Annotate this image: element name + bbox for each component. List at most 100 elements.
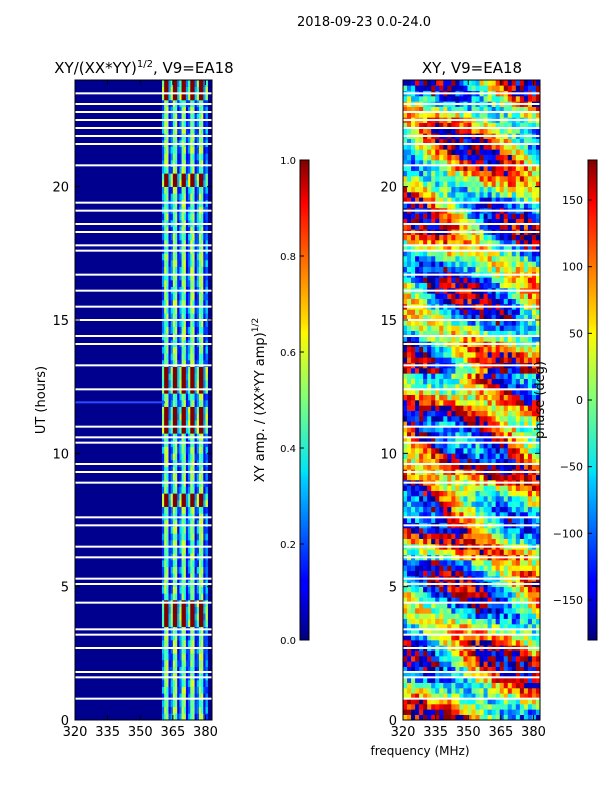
left-heatmap-cell [203,326,206,334]
right-heatmap-cell [447,688,452,694]
left-heatmap-cell [198,620,202,627]
right-heatmap-cell [467,624,472,630]
right-heatmap-cell [427,314,432,321]
left-heatmap-cell [183,126,187,134]
left-heatmap-cell [179,653,182,661]
left-heatmap-cell [172,306,176,314]
right-heatmap-cell [487,538,492,545]
right-heatmap-cell [491,714,496,720]
left-heatmap-cell [192,633,195,641]
left-heatmap-cell [179,380,182,387]
left-heatmap-cell [183,446,187,454]
left-heatmap-cell [164,300,167,307]
right-heatmap-cell [447,346,452,353]
left-heatmap-cell [185,620,189,627]
right-heatmap-cell [463,512,468,518]
right-heatmap-cell [455,490,460,497]
right-heatmap-cell [471,437,476,443]
right-heatmap-cell [423,400,428,406]
left-heatmap-cell [196,273,200,281]
right-heatmap-cell [507,357,513,363]
right-heatmap-cell [439,602,444,609]
right-heatmap-cell [463,352,468,358]
right-heatmap-cell [415,560,420,566]
left-heatmap-cell [172,253,176,261]
right-heatmap-cell [423,698,428,705]
left-heatmap-cell [181,346,185,354]
right-heatmap-cell [471,629,476,635]
left-heatmap-cell [201,540,204,547]
right-heatmap-cell [439,517,444,523]
right-heatmap-cell [511,346,517,353]
left-heatmap-cell [175,166,178,174]
left-heatmap-cell [161,393,165,401]
right-heatmap-cell [527,277,533,283]
left-heatmap-cell [192,120,195,127]
right-heatmap-cell [407,378,412,385]
left-heatmap-cell [183,193,187,201]
right-heatmap-cell [431,426,436,433]
right-heatmap-cell [427,709,432,715]
left-heatmap-cell [194,153,198,161]
right-heatmap-cell [503,624,509,630]
left-heatmap-cell [175,266,178,274]
right-heatmap-cell [459,688,464,694]
right-heatmap-cell [443,389,448,395]
left-heatmap-cell [185,106,189,114]
left-heatmap-cell [190,353,193,361]
left-heatmap-cell [194,266,198,274]
left-heatmap-cell [179,693,182,701]
left-heatmap-gap [75,273,212,276]
right-heatmap-cell [515,650,521,657]
left-heatmap-cell [177,273,180,281]
left-heatmap-cell [181,373,185,381]
left-heatmap-cell [161,533,165,541]
right-heatmap-cell [519,597,525,603]
right-heatmap-cell [435,458,440,465]
right-heatmap-cell [431,528,436,534]
right-heatmap-cell [459,277,464,283]
left-heatmap-cell [168,353,171,361]
right-heatmap-cell [419,693,424,699]
left-colorbar-label: XY amp. / (XX*YY amp)1/2 [251,318,268,482]
right-heatmap-cell [491,416,496,422]
left-heatmap-cell [203,606,206,614]
left-heatmap-cell [179,646,182,654]
left-heatmap-cell [190,280,193,287]
left-heatmap-cell [190,226,193,234]
left-heatmap-cell [185,293,189,301]
left-heatmap-cell [168,180,171,187]
right-heatmap-cell [407,400,412,406]
right-heatmap-cell [463,266,468,273]
left-heatmap-cell [166,213,169,221]
right-heatmap-cell [403,538,408,545]
left-heatmap-cell [194,300,198,307]
left-heatmap-cell [190,393,193,401]
right-heatmap-cell [423,277,428,283]
left-heatmap-cell [179,686,182,694]
right-heatmap-cell [491,357,496,363]
left-heatmap-cell [172,360,176,367]
left-heatmap-cell [192,420,195,427]
right-heatmap-cell [451,421,456,427]
right-heatmap-cell [411,314,416,321]
right-heatmap-cell [447,517,452,523]
right-heatmap-cell [431,714,436,720]
left-heatmap-cell [161,300,165,307]
right-heatmap-cell [499,677,505,683]
right-heatmap-cell [535,490,540,497]
left-heatmap-cell [175,360,178,367]
left-heatmap-cell [170,260,174,267]
left-heatmap-cell [192,466,195,474]
right-heatmap-cell [407,368,412,374]
right-heatmap-cell [435,293,440,299]
left-heatmap-cell [183,413,187,421]
right-heatmap-cell [419,517,424,523]
right-heatmap-cell [531,368,537,374]
left-heatmap-cell [166,466,169,474]
left-heatmap-cell [170,606,174,614]
left-x-tick-label: 350 [128,725,153,740]
right-heatmap-cell [491,528,496,534]
right-heatmap-cell [523,309,529,315]
right-heatmap-cell [467,565,472,571]
